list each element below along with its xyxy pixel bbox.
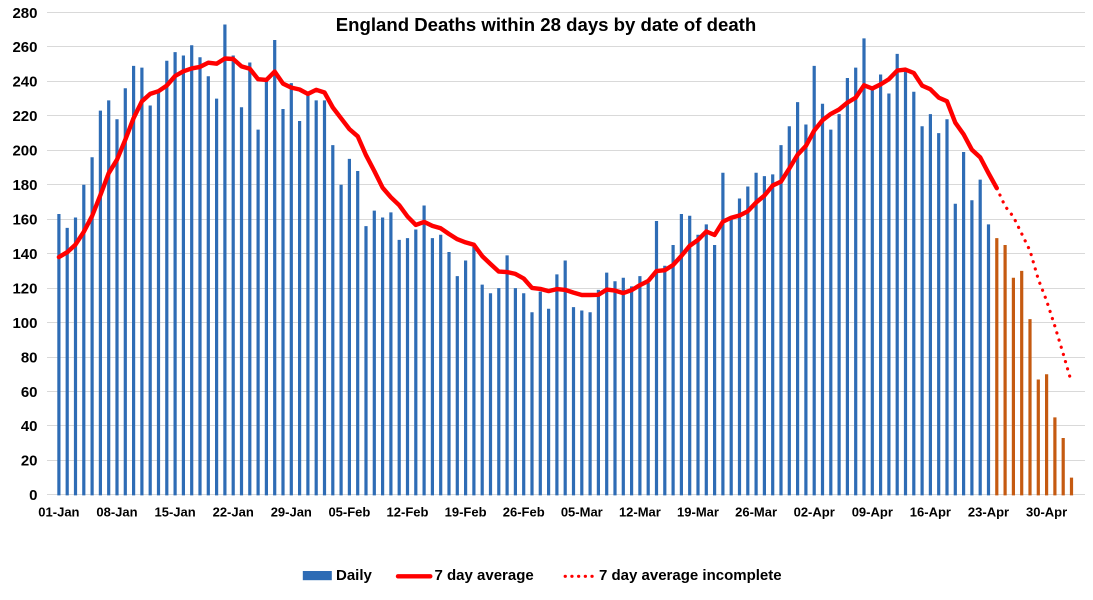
svg-text:05-Feb: 05-Feb <box>328 505 370 520</box>
svg-text:7 day average: 7 day average <box>435 567 534 584</box>
svg-text:200: 200 <box>12 143 37 160</box>
svg-text:40: 40 <box>21 418 38 435</box>
svg-text:120: 120 <box>12 280 37 297</box>
svg-text:280: 280 <box>12 5 37 22</box>
svg-text:15-Jan: 15-Jan <box>154 505 195 520</box>
svg-text:80: 80 <box>21 349 38 366</box>
svg-text:12-Mar: 12-Mar <box>619 505 661 520</box>
svg-text:20: 20 <box>21 453 38 470</box>
svg-text:02-Apr: 02-Apr <box>794 505 835 520</box>
svg-text:22-Jan: 22-Jan <box>213 505 254 520</box>
svg-text:140: 140 <box>12 246 37 263</box>
svg-text:29-Jan: 29-Jan <box>271 505 312 520</box>
svg-text:16-Apr: 16-Apr <box>910 505 951 520</box>
svg-text:260: 260 <box>12 39 37 56</box>
svg-text:05-Mar: 05-Mar <box>561 505 603 520</box>
svg-text:30-Apr: 30-Apr <box>1026 505 1067 520</box>
svg-text:12-Feb: 12-Feb <box>387 505 429 520</box>
svg-text:01-Jan: 01-Jan <box>38 505 79 520</box>
svg-text:09-Apr: 09-Apr <box>852 505 893 520</box>
svg-text:220: 220 <box>12 108 37 125</box>
svg-text:26-Feb: 26-Feb <box>503 505 545 520</box>
svg-text:180: 180 <box>12 177 37 194</box>
svg-text:19-Feb: 19-Feb <box>445 505 487 520</box>
svg-text:0: 0 <box>29 487 37 504</box>
svg-text:240: 240 <box>12 74 37 91</box>
svg-text:23-Apr: 23-Apr <box>968 505 1009 520</box>
svg-text:19-Mar: 19-Mar <box>677 505 719 520</box>
svg-text:100: 100 <box>12 315 37 332</box>
svg-text:7 day average incomplete: 7 day average incomplete <box>599 567 782 584</box>
svg-text:60: 60 <box>21 384 38 401</box>
svg-text:160: 160 <box>12 212 37 229</box>
svg-text:26-Mar: 26-Mar <box>735 505 777 520</box>
svg-text:Daily: Daily <box>336 567 373 584</box>
svg-text:England Deaths within 28 days: England Deaths within 28 days by date of… <box>336 14 757 35</box>
svg-text:08-Jan: 08-Jan <box>96 505 137 520</box>
